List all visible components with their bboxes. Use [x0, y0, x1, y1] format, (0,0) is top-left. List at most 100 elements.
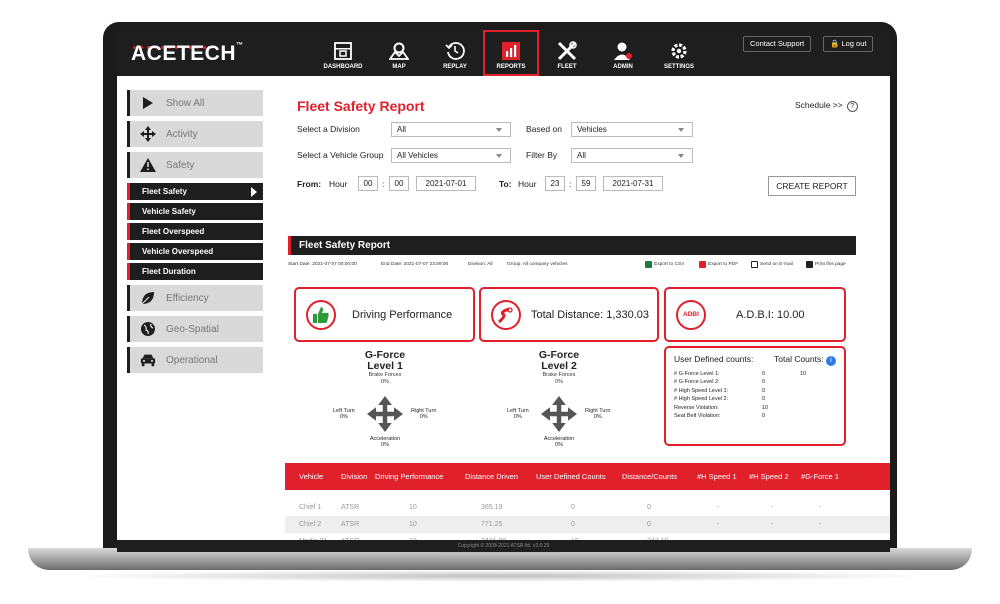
from-date-input[interactable]: 2021-07-01: [416, 176, 476, 191]
col-distance-counts[interactable]: Distance/Counts: [622, 472, 678, 481]
sidebar-sub-fleet-safety[interactable]: Fleet Safety: [127, 183, 263, 200]
col-distance-driven[interactable]: Distance Driven: [465, 472, 518, 481]
driving-performance-text: Driving Performance: [352, 308, 453, 321]
based-on-select[interactable]: Vehicles: [571, 122, 693, 137]
print-link[interactable]: Print this page: [806, 261, 846, 268]
sidebar-item-safety[interactable]: Safety: [127, 152, 263, 178]
col-h-speed-1[interactable]: #H Speed 1: [697, 472, 737, 481]
logout-button[interactable]: 🔒 Log out: [823, 36, 874, 52]
chevron-right-icon: [251, 187, 257, 197]
app-screen: ACETECH™ DASHBOARD MAP REPLAY REPORTS: [117, 30, 890, 552]
email-link[interactable]: Send on E-mail: [751, 261, 793, 268]
vehicle-group-value: All Vehicles: [397, 151, 438, 160]
help-icon[interactable]: ?: [846, 101, 858, 112]
nav-map[interactable]: MAP: [371, 30, 427, 76]
col-user-defined-counts[interactable]: User Defined Counts: [536, 472, 606, 481]
sidebar-sub-fleet-duration[interactable]: Fleet Duration: [127, 263, 263, 280]
brand-logo[interactable]: ACETECH™: [131, 42, 244, 65]
nav-settings[interactable]: SETTINGS: [651, 30, 707, 76]
counts-row: Seat Belt Violation: 0: [674, 413, 766, 420]
counts-row: # G-Force Level 1: 0 10: [674, 371, 807, 377]
export-pdf-link[interactable]: Export to PDF: [699, 261, 738, 268]
info-icon[interactable]: i: [826, 356, 836, 366]
sidebar-label: Geo-Spatial: [166, 323, 219, 335]
fleet-tools-icon: [556, 41, 578, 61]
nav-admin[interactable]: ADMIN: [595, 30, 651, 76]
sidebar-item-show-all[interactable]: Show All: [127, 90, 263, 116]
table-cell: 10: [409, 521, 417, 528]
sidebar-sub-vehicle-safety[interactable]: Vehicle Safety: [127, 203, 263, 220]
nav-reports[interactable]: REPORTS: [483, 30, 539, 76]
user-defined-counts-label: User Defined counts:: [674, 354, 754, 364]
division-label: Select a Division: [297, 124, 360, 134]
sidebar-item-operational[interactable]: Operational: [127, 347, 263, 373]
play-icon: [140, 96, 156, 110]
right-turn: Right Turn 0%: [411, 408, 436, 420]
contact-support-button[interactable]: Contact Support: [743, 36, 812, 52]
thumbs-up-icon: [306, 299, 336, 330]
report-group: Group: All company vehicles: [507, 262, 568, 267]
brake-forces-label: Brake Forces: [542, 372, 576, 378]
from-hour-input[interactable]: 00: [358, 176, 378, 191]
col-h-speed-2[interactable]: #H Speed 2: [749, 472, 789, 481]
right-turn-label: Right Turn: [585, 408, 611, 414]
acceleration-label: Acceleration: [369, 436, 401, 442]
left-turn-value: 0%: [339, 414, 348, 420]
col-driving-performance[interactable]: Driving Performance: [375, 472, 444, 481]
vehicle-group-select[interactable]: All Vehicles: [391, 148, 511, 163]
sidebar-item-geo-spatial[interactable]: Geo-Spatial: [127, 316, 263, 342]
nav-fleet[interactable]: FLEET: [539, 30, 595, 76]
to-minute-input[interactable]: 59: [576, 176, 596, 191]
nav-label: REPORTS: [496, 64, 526, 70]
sidebar-label: Activity: [166, 128, 198, 140]
acceleration: Acceleration 0%: [364, 436, 406, 448]
filter-by-select[interactable]: All: [571, 148, 693, 163]
export-csv-link[interactable]: Export to CSV: [645, 261, 684, 268]
left-turn-label: Left Turn: [507, 408, 529, 414]
print-label: Print this page: [815, 262, 846, 267]
counts-row: # High Speed Level 1: 0: [674, 387, 766, 394]
table-row[interactable]: Chief 2 ATSR 10 771.25 0 0 - - -: [285, 516, 890, 533]
division-select[interactable]: All: [391, 122, 511, 137]
to-date-input[interactable]: 2021-07-31: [603, 176, 663, 191]
brake-forces-value: 0%: [381, 379, 389, 385]
sidebar-sub-fleet-overspeed[interactable]: Fleet Overspeed: [127, 223, 263, 240]
nav-dashboard[interactable]: DASHBOARD: [315, 30, 371, 76]
table-cell: 0: [647, 504, 651, 511]
sidebar-item-efficiency[interactable]: Efficiency: [127, 285, 263, 311]
dashboard-icon: [332, 41, 354, 61]
create-report-button[interactable]: CREATE REPORT: [768, 176, 856, 196]
col-g-force-1[interactable]: #G-Force 1: [801, 472, 839, 481]
to-label: To:: [499, 179, 512, 189]
to-hour-input[interactable]: 23: [545, 176, 565, 191]
sidebar-item-activity[interactable]: Activity: [127, 121, 263, 147]
nav-label: REPLAY: [443, 64, 467, 70]
map-icon: [388, 41, 410, 61]
table-cell: 0: [571, 521, 575, 528]
right-turn-label: Right Turn: [411, 408, 437, 414]
table-row[interactable]: Chief 1 ATSR 10 365.19 0 0 - - -: [285, 499, 890, 516]
acceleration-value: 0%: [381, 442, 389, 448]
filter-by-label: Filter By: [526, 150, 558, 160]
adbi-text: A.D.B.I: 10.00: [736, 308, 805, 321]
from-minute-input[interactable]: 00: [389, 176, 409, 191]
based-on-label: Based on: [526, 124, 562, 134]
reports-icon: [500, 41, 522, 61]
email-label: Send on E-mail: [760, 262, 793, 267]
right-turn-value: 0%: [419, 414, 428, 420]
mail-icon: [751, 261, 758, 268]
excel-icon: [645, 261, 652, 268]
right-turn: Right Turn 0%: [585, 408, 610, 420]
schedule-link[interactable]: Schedule >>?: [795, 100, 858, 112]
col-division[interactable]: Division: [341, 472, 368, 481]
sidebar-sub-vehicle-overspeed[interactable]: Vehicle Overspeed: [127, 243, 263, 260]
col-vehicle[interactable]: Vehicle: [299, 472, 324, 481]
acceleration: Acceleration 0%: [538, 436, 580, 448]
brake-forces-value: 0%: [555, 379, 563, 385]
nav-replay[interactable]: REPLAY: [427, 30, 483, 76]
nav-label: SETTINGS: [663, 64, 694, 70]
sidebar-sub-label: Fleet Safety: [142, 187, 187, 196]
chevron-down-icon: [678, 128, 684, 132]
vehicle-group-label: Select a Vehicle Group: [297, 150, 384, 160]
